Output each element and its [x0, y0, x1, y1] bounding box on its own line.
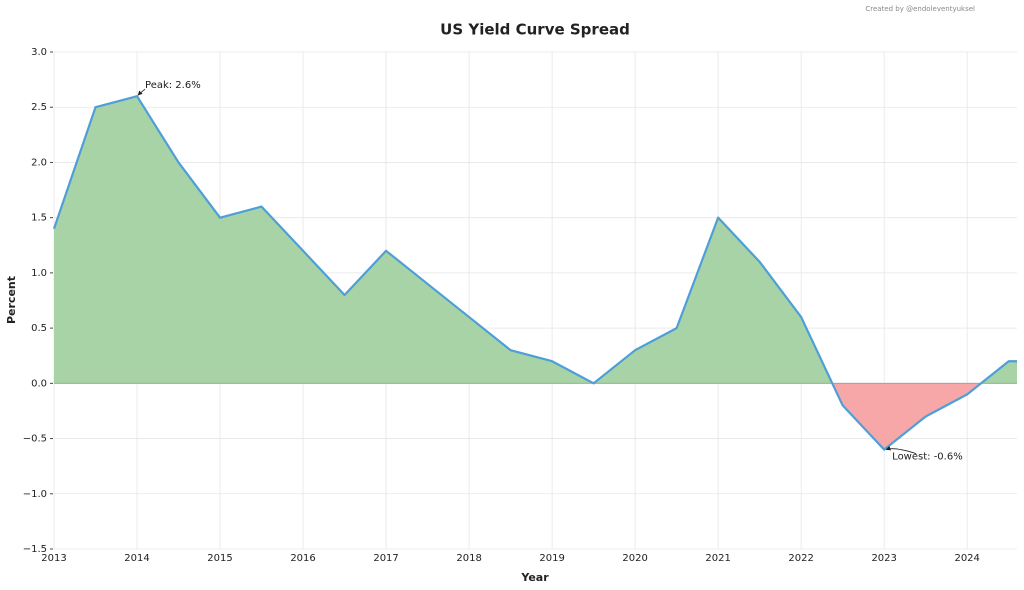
y-tick-label: 0.5: [31, 323, 47, 334]
x-tick-label: 2022: [788, 553, 813, 564]
y-axis-label: Percent: [5, 276, 18, 324]
y-tick-label: 1.0: [31, 268, 47, 279]
y-tick-label: −0.5: [23, 434, 47, 445]
x-tick-label: 2018: [456, 553, 481, 564]
annotation-arrow: [885, 445, 917, 454]
credit: Created by @endoleventyuksel: [865, 5, 975, 13]
x-tick-label: 2014: [124, 553, 149, 564]
x-tick-label: 2024: [954, 553, 979, 564]
y-tick-label: −1.0: [23, 489, 47, 500]
x-axis-label: Year: [520, 571, 549, 584]
annotation: Lowest: -0.6%: [892, 452, 963, 463]
y-tick-label: −1.5: [23, 544, 47, 555]
x-tick-label: 2021: [705, 553, 730, 564]
x-tick-label: 2020: [622, 553, 647, 564]
y-tick-label: 2.5: [31, 102, 47, 113]
annotation: Peak: 2.6%: [145, 80, 201, 91]
x-tick-label: 2016: [290, 553, 315, 564]
y-tick-label: 1.5: [31, 213, 47, 224]
x-tick-label: 2015: [207, 553, 232, 564]
y-tick-label: 3.0: [31, 47, 47, 58]
y-tick-label: 2.0: [31, 157, 47, 168]
x-tick-label: 2019: [539, 553, 564, 564]
x-tick-label: 2017: [373, 553, 398, 564]
y-tick-label: 0.0: [31, 378, 47, 389]
x-tick-label: 2023: [871, 553, 896, 564]
line: [52, 95, 1017, 451]
annotation-arrow: [137, 88, 146, 96]
x-tick-label: 2013: [41, 553, 66, 564]
chart-title: US Yield Curve Spread: [440, 21, 630, 39]
positive-area: [54, 96, 1017, 384]
